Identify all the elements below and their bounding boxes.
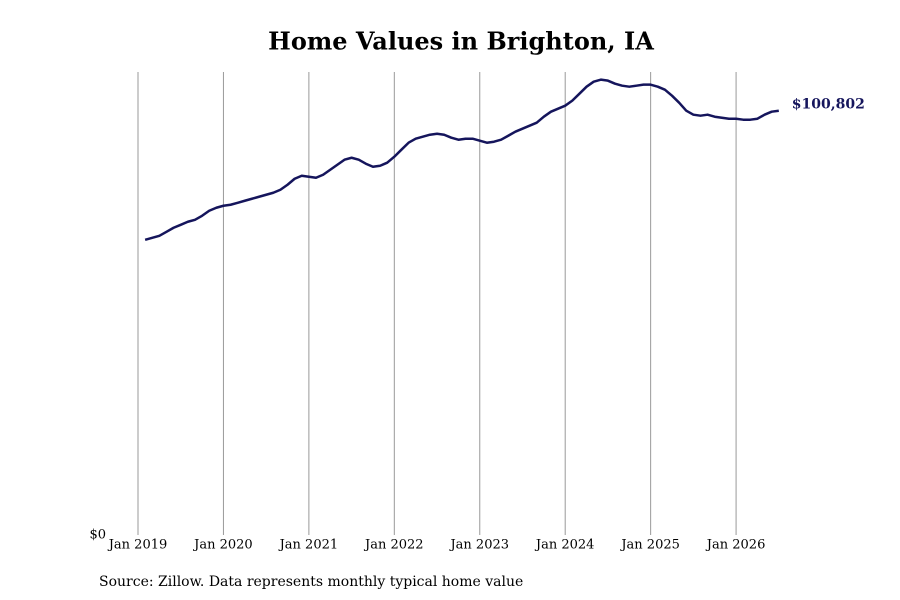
y-tick-label: $0 [89, 528, 106, 543]
x-tick-label: Jan 2021 [278, 538, 339, 553]
x-tick-label: Jan 2022 [363, 538, 424, 553]
x-tick-label: Jan 2026 [705, 538, 766, 553]
x-tick-label: Jan 2025 [619, 538, 680, 553]
end-value-label: $100,802 [792, 97, 865, 113]
source-note: Source: Zillow. Data represents monthly … [99, 574, 523, 590]
x-tick-label: Jan 2020 [192, 538, 253, 553]
chart-title: Home Values in Brighton, IA [268, 27, 654, 56]
x-tick-label: Jan 2019 [107, 538, 168, 553]
x-tick-label: Jan 2023 [448, 538, 509, 553]
line [144, 78, 779, 241]
x-tick-label: Jan 2024 [534, 538, 595, 553]
